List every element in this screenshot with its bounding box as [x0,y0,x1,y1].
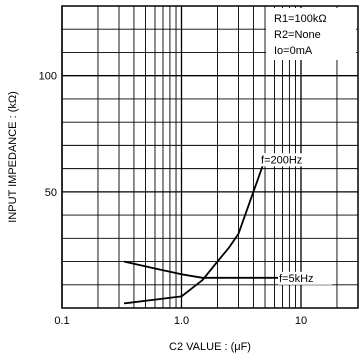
series-label: f=5kHz [279,273,314,285]
y-tick-label: 100 [39,71,57,83]
x-tick-label: 1.0 [174,315,189,327]
x-tick-label: 10 [295,315,307,327]
conditions-legend: R1=100kΩ R2=None Io=0mA [266,8,356,60]
x-tick-label: 0.1 [54,315,69,327]
y-axis-title: INPUT IMPEDANCE : (kΩ) [7,91,19,222]
series-line-f-200hz [123,158,266,305]
conditions-legend-background [266,8,356,60]
series-label-background [260,153,315,167]
series-label: f=200Hz [261,154,302,166]
condition-io: Io=0mA [274,45,313,57]
x-axis-title: C2 VALUE : (μF) [169,341,251,353]
condition-r2: R2=None [274,29,321,41]
tick-labels: 0.1 1.0 10 50 100 [39,71,307,327]
plot-frame [61,5,359,309]
condition-r1: R1=100kΩ [274,13,327,25]
series-line-f-5khz [123,260,301,279]
series-lines: f=200Hz f=5kHz [123,153,332,305]
y-tick-label: 50 [45,187,57,199]
series-label-background [277,271,332,285]
